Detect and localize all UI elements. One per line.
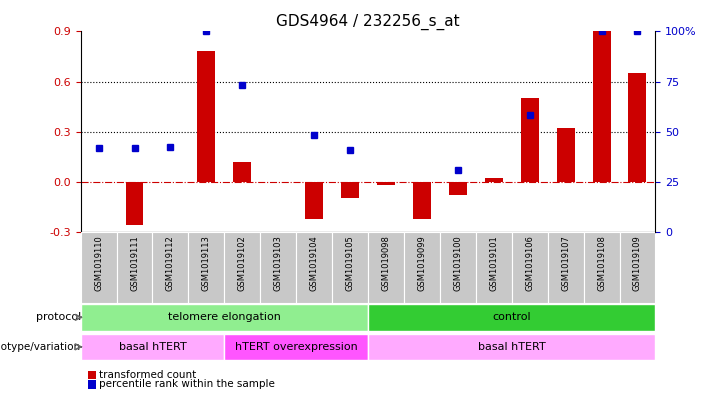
Text: GSM1019103: GSM1019103 (273, 235, 283, 291)
Bar (404, 232, 440, 303)
Bar (116, 232, 153, 303)
Bar (125, 182, 144, 225)
Bar (547, 232, 584, 303)
Bar (332, 232, 368, 303)
Bar (341, 182, 359, 198)
Bar (476, 232, 512, 303)
Bar (224, 334, 368, 360)
Text: GSM1019111: GSM1019111 (130, 235, 139, 291)
Title: GDS4964 / 232256_s_at: GDS4964 / 232256_s_at (276, 14, 460, 30)
Text: GSM1019112: GSM1019112 (166, 235, 175, 291)
Bar (305, 182, 323, 219)
Text: GSM1019104: GSM1019104 (310, 235, 319, 291)
Text: GSM1019105: GSM1019105 (346, 235, 355, 291)
Bar (440, 232, 476, 303)
Bar (521, 98, 538, 182)
Text: GSM1019108: GSM1019108 (597, 235, 606, 291)
Bar (620, 232, 655, 303)
Text: control: control (492, 312, 531, 322)
Text: GSM1019106: GSM1019106 (525, 235, 534, 291)
Text: protocol: protocol (36, 312, 81, 322)
Bar (81, 334, 224, 360)
Bar (153, 232, 189, 303)
Bar (557, 128, 575, 182)
Bar (224, 232, 260, 303)
Text: basal hTERT: basal hTERT (118, 342, 186, 352)
Text: GSM1019101: GSM1019101 (489, 235, 498, 291)
Text: GSM1019099: GSM1019099 (417, 235, 426, 291)
Text: basal hTERT: basal hTERT (478, 342, 545, 352)
Text: telomere elongation: telomere elongation (168, 312, 281, 322)
Text: GSM1019109: GSM1019109 (633, 235, 642, 291)
Bar (368, 304, 655, 331)
Text: GSM1019098: GSM1019098 (381, 235, 390, 291)
Bar (297, 232, 332, 303)
Bar (584, 232, 620, 303)
Bar (592, 31, 611, 182)
Bar (368, 334, 655, 360)
Text: GSM1019102: GSM1019102 (238, 235, 247, 291)
Bar (198, 51, 215, 182)
Bar (81, 232, 116, 303)
Text: genotype/variation: genotype/variation (0, 342, 81, 352)
Bar (368, 232, 404, 303)
Text: GSM1019113: GSM1019113 (202, 235, 211, 291)
Bar (260, 232, 297, 303)
Bar (377, 182, 395, 185)
Bar (512, 232, 547, 303)
Text: GSM1019110: GSM1019110 (94, 235, 103, 291)
Text: transformed count: transformed count (99, 370, 196, 380)
Bar (449, 182, 467, 195)
Bar (413, 182, 431, 219)
Bar (233, 162, 251, 182)
Bar (81, 304, 368, 331)
Text: percentile rank within the sample: percentile rank within the sample (99, 379, 275, 389)
Bar (485, 178, 503, 182)
Bar (189, 232, 224, 303)
Text: GSM1019100: GSM1019100 (454, 235, 463, 291)
Text: hTERT overexpression: hTERT overexpression (235, 342, 358, 352)
Text: GSM1019107: GSM1019107 (561, 235, 570, 291)
Bar (629, 73, 646, 182)
